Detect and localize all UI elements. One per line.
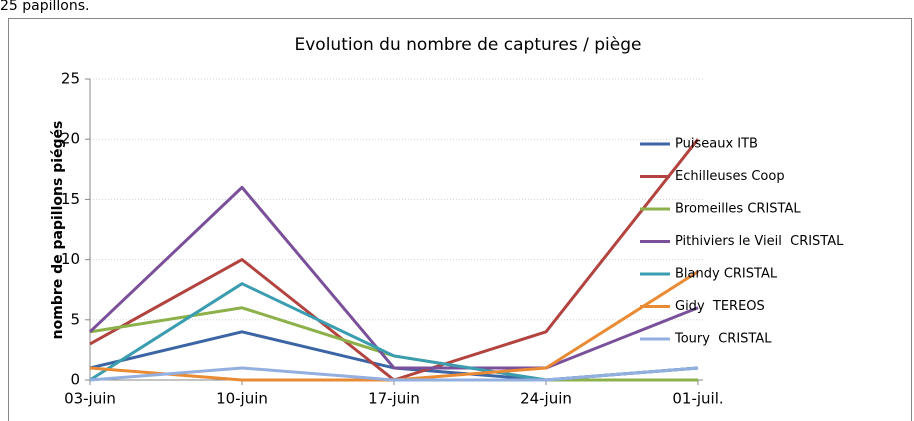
y-tick-label: 10 [61,250,80,268]
series-line [89,366,699,382]
legend-label: Blandy CRISTAL [675,267,778,282]
series-line [88,185,699,370]
legend-label: Puiseaux ITB [675,137,758,152]
x-tick-label: 03-juin [64,390,116,408]
y-tick-label: 0 [70,371,80,389]
x-tick-label: 24-juin [520,390,572,408]
legend-label: Toury CRISTAL [674,332,772,347]
legend-label: Pithiviers le Vieil CRISTAL [675,234,844,249]
y-tick-label: 15 [61,190,80,208]
y-tick-label: 25 [61,70,80,88]
chart-title: Evolution du nombre de captures / piège [295,35,642,55]
legend-label: Echilleuses Coop [675,169,785,184]
y-tick-label: 5 [70,310,80,328]
x-tick-label: 01-juil. [672,390,723,408]
y-axis-label: nombre de papillons piégés [50,121,66,340]
chart-frame [8,18,912,421]
x-tick-label: 17-juin [368,390,420,408]
legend-label: Gidy TEREOS [675,299,765,314]
x-tick-label: 10-juin [216,390,268,408]
legend-label: Bromeilles CRISTAL [675,202,801,217]
y-tick-label: 20 [61,130,80,148]
intro-text: 25 papillons. [0,0,89,14]
